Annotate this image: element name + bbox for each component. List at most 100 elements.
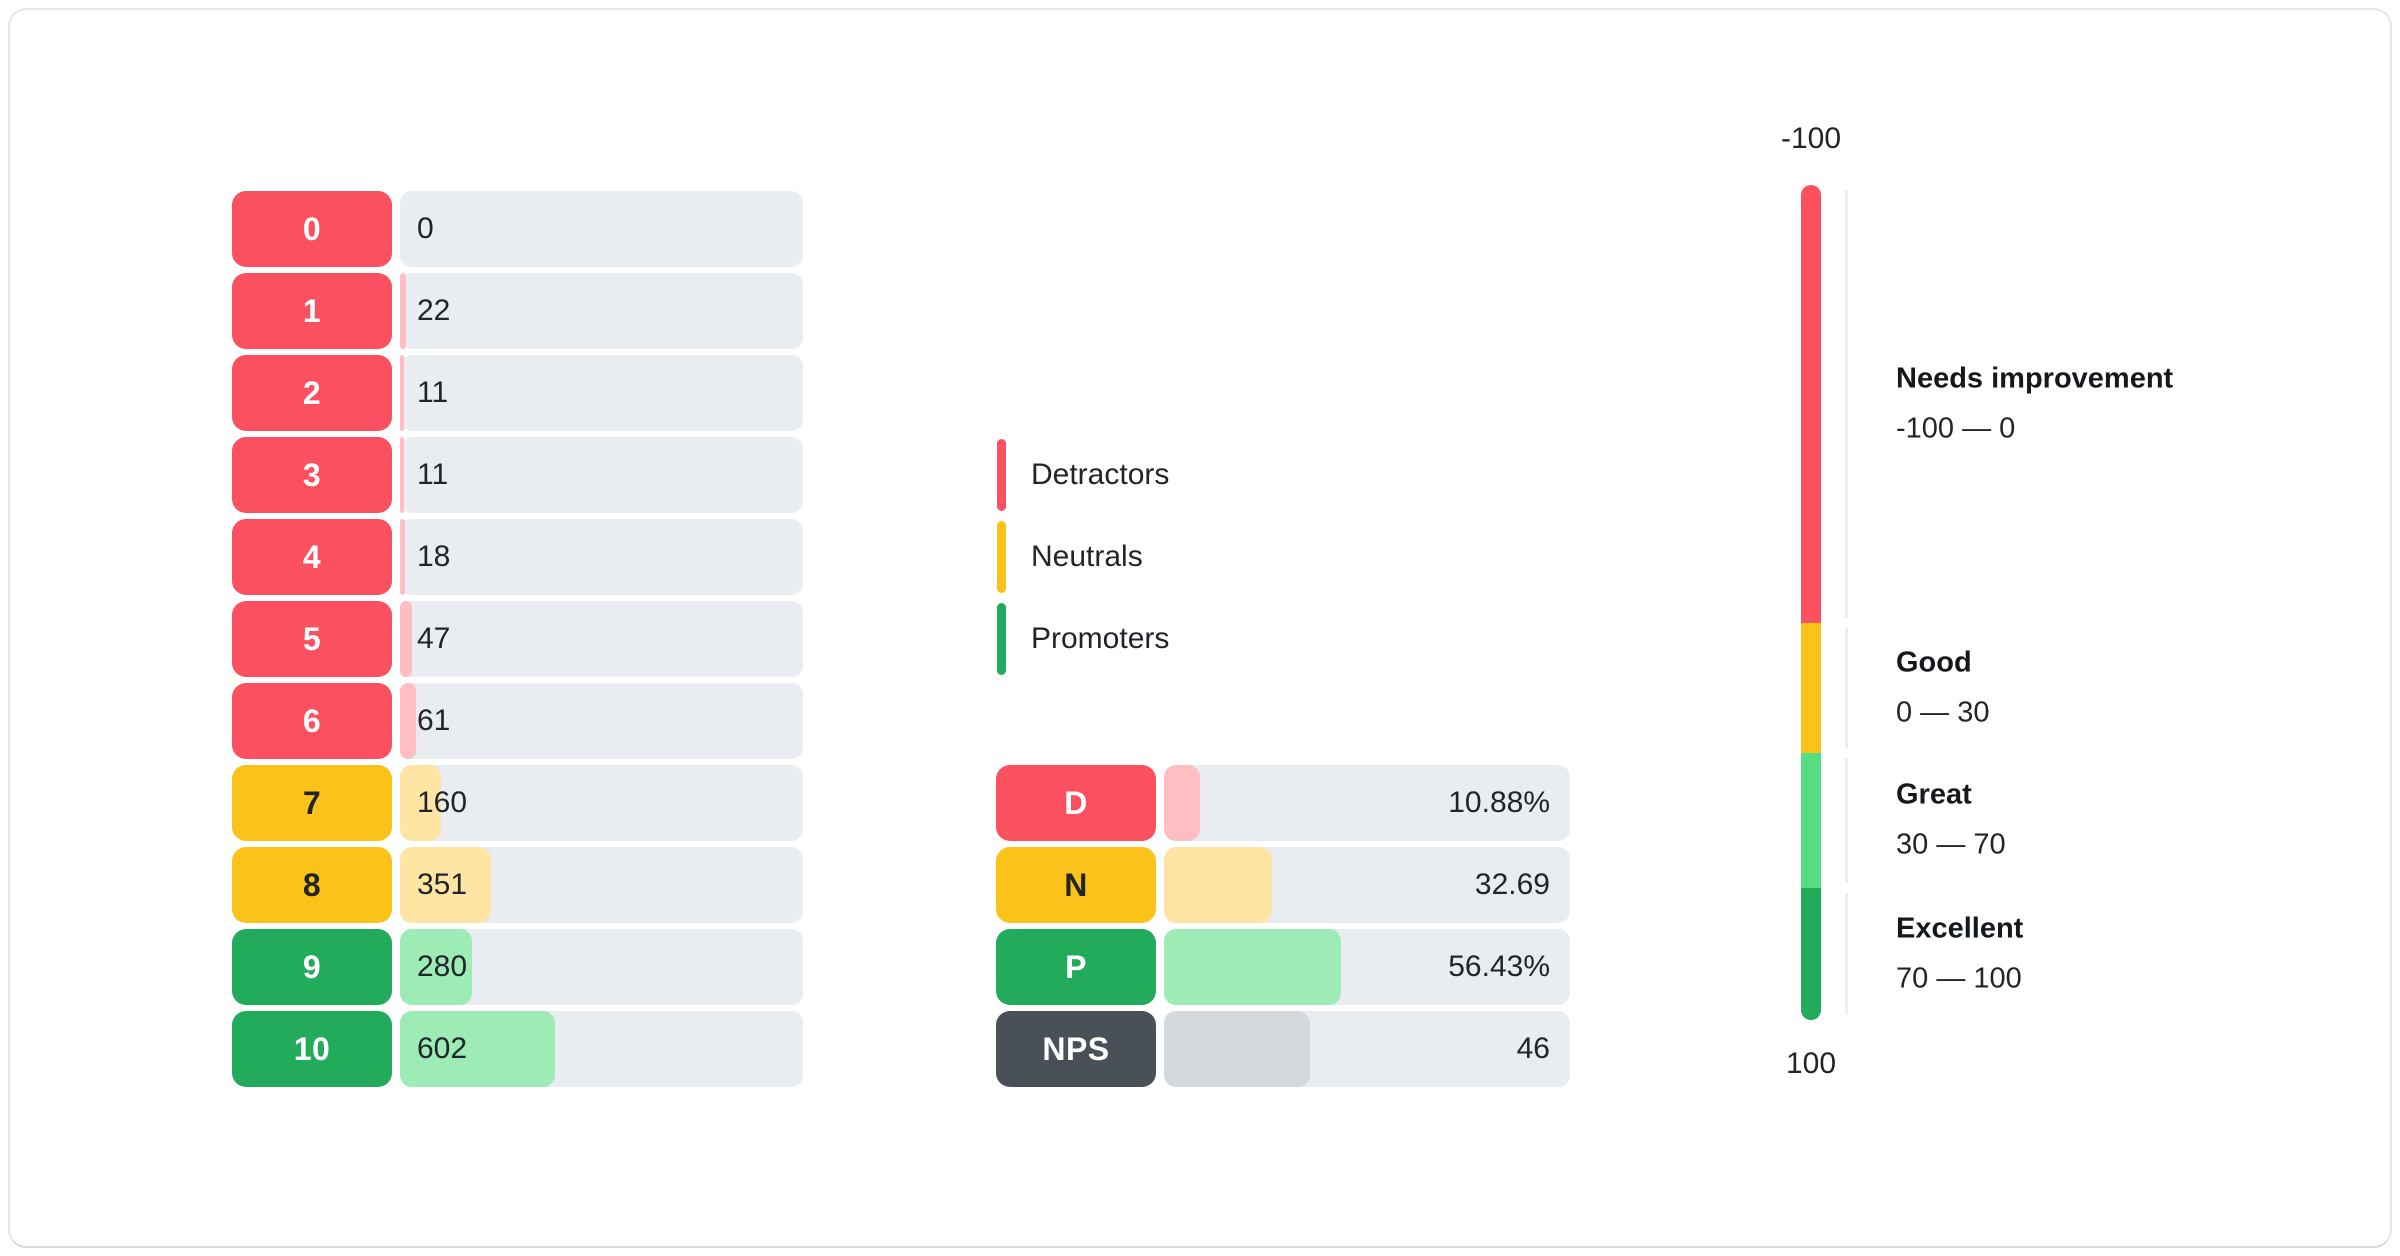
row-track: 11 bbox=[400, 355, 803, 431]
gauge-zone-title: Good bbox=[1896, 646, 1972, 679]
legend: Detractors Neutrals Promoters bbox=[997, 437, 1417, 683]
row-badge: 9 bbox=[232, 929, 392, 1005]
summary-chart: D 10.88% N 32.69 P 56.43% NPS 46 bbox=[996, 765, 1570, 1093]
legend-item: Detractors bbox=[997, 437, 1417, 513]
row-track: 0 bbox=[400, 191, 803, 267]
bar-row: NPS 46 bbox=[996, 1011, 1570, 1087]
row-value: 160 bbox=[417, 786, 468, 819]
legend-color-bar bbox=[997, 521, 1006, 593]
bar-row: 4 18 bbox=[232, 519, 803, 595]
gauge-min-label: 100 bbox=[1785, 1047, 1837, 1080]
row-track: 61 bbox=[400, 683, 803, 759]
row-track: 280 bbox=[400, 929, 803, 1005]
legend-label: Detractors bbox=[1031, 458, 1170, 491]
row-badge: P bbox=[996, 929, 1156, 1005]
row-badge: D bbox=[996, 765, 1156, 841]
row-value: 47 bbox=[417, 622, 451, 655]
bar-row: 9 280 bbox=[232, 929, 803, 1005]
gauge-axis-segment bbox=[1845, 753, 1848, 888]
score-distribution-chart: 0 0 1 22 2 11 3 11 4 18 5 47 bbox=[232, 191, 803, 1093]
row-badge: 10 bbox=[232, 1011, 392, 1087]
row-track: 47 bbox=[400, 601, 803, 677]
bar-row: D 10.88% bbox=[996, 765, 1570, 841]
row-value: 22 bbox=[417, 294, 451, 327]
legend-color-bar bbox=[997, 439, 1006, 511]
row-value: 61 bbox=[417, 704, 451, 737]
gauge-max-label: -100 bbox=[1780, 122, 1842, 155]
bar-row: 10 602 bbox=[232, 1011, 803, 1087]
row-badge: 0 bbox=[232, 191, 392, 267]
bar-row: P 56.43% bbox=[996, 929, 1570, 1005]
row-fill bbox=[400, 1011, 556, 1087]
bar-row: 1 22 bbox=[232, 273, 803, 349]
row-track: 32.69 bbox=[1164, 847, 1570, 923]
legend-item: Promoters bbox=[997, 601, 1417, 677]
gauge-zone-label: Great 30 — 70 bbox=[1896, 779, 2006, 862]
row-badge: 6 bbox=[232, 683, 392, 759]
bar-row: N 32.69 bbox=[996, 847, 1570, 923]
row-fill bbox=[400, 765, 442, 841]
row-value: 11 bbox=[417, 458, 449, 491]
row-fill bbox=[400, 273, 407, 349]
row-value: 18 bbox=[417, 540, 451, 573]
legend-label: Neutrals bbox=[1031, 540, 1143, 573]
gauge-zone-range: -100 — 0 bbox=[1896, 412, 2016, 445]
row-track: 351 bbox=[400, 847, 803, 923]
row-track: 160 bbox=[400, 765, 803, 841]
gauge-zone-label: Good 0 — 30 bbox=[1896, 646, 1990, 729]
row-badge: 3 bbox=[232, 437, 392, 513]
row-fill bbox=[400, 601, 413, 677]
gauge-zone-label: Needs improvement -100 — 0 bbox=[1896, 362, 2173, 445]
row-value: 351 bbox=[417, 868, 468, 901]
legend-label: Promoters bbox=[1031, 622, 1170, 655]
gauge-axis-segment bbox=[1845, 185, 1848, 623]
row-badge: 1 bbox=[232, 273, 392, 349]
row-fill bbox=[1164, 847, 1272, 923]
row-track: 56.43% bbox=[1164, 929, 1570, 1005]
row-fill bbox=[1164, 929, 1341, 1005]
row-value: 46 bbox=[1516, 1032, 1550, 1065]
bar-row: 3 11 bbox=[232, 437, 803, 513]
legend-item: Neutrals bbox=[997, 519, 1417, 595]
row-value: 602 bbox=[417, 1032, 468, 1065]
gauge-zone-title: Needs improvement bbox=[1896, 362, 2174, 395]
gauge-segment bbox=[1801, 622, 1821, 753]
bar-row: 0 0 bbox=[232, 191, 803, 267]
row-value: 280 bbox=[417, 950, 468, 983]
row-track: 46 bbox=[1164, 1011, 1570, 1087]
gauge-zone-range: 30 — 70 bbox=[1896, 828, 2006, 861]
gauge-zone-title: Excellent bbox=[1896, 912, 2024, 945]
row-fill bbox=[400, 929, 473, 1005]
row-badge: 4 bbox=[232, 519, 392, 595]
row-track: 22 bbox=[400, 273, 803, 349]
gauge-axis-line bbox=[1845, 185, 1848, 1020]
gauge-bar bbox=[1801, 185, 1821, 1020]
gauge-zone-labels: Needs improvement -100 — 0 Good 0 — 30 Great… bbox=[1896, 185, 2366, 1020]
row-value: 11 bbox=[417, 376, 449, 409]
row-fill bbox=[1164, 765, 1200, 841]
row-value: 32.69 bbox=[1474, 868, 1550, 901]
row-badge: N bbox=[996, 847, 1156, 923]
row-track: 11 bbox=[400, 437, 803, 513]
gauge-zone-range: 0 — 30 bbox=[1896, 696, 1990, 729]
gauge-segment bbox=[1801, 752, 1821, 889]
bar-row: 2 11 bbox=[232, 355, 803, 431]
gauge-segment bbox=[1801, 888, 1821, 1020]
bar-row: 5 47 bbox=[232, 601, 803, 677]
legend-color-bar bbox=[997, 603, 1006, 675]
gauge-axis-segment bbox=[1845, 623, 1848, 753]
gauge-axis-segment bbox=[1845, 888, 1848, 1020]
row-track: 602 bbox=[400, 1011, 803, 1087]
row-fill bbox=[400, 519, 406, 595]
bar-row: 7 160 bbox=[232, 765, 803, 841]
row-fill bbox=[400, 355, 405, 431]
bar-row: 6 61 bbox=[232, 683, 803, 759]
row-fill bbox=[400, 437, 405, 513]
gauge-zone-range: 70 — 100 bbox=[1896, 962, 2022, 995]
row-value: 56.43% bbox=[1448, 950, 1550, 983]
row-value: 0 bbox=[417, 212, 434, 245]
row-fill bbox=[400, 847, 491, 923]
row-fill bbox=[400, 683, 416, 759]
row-track: 18 bbox=[400, 519, 803, 595]
